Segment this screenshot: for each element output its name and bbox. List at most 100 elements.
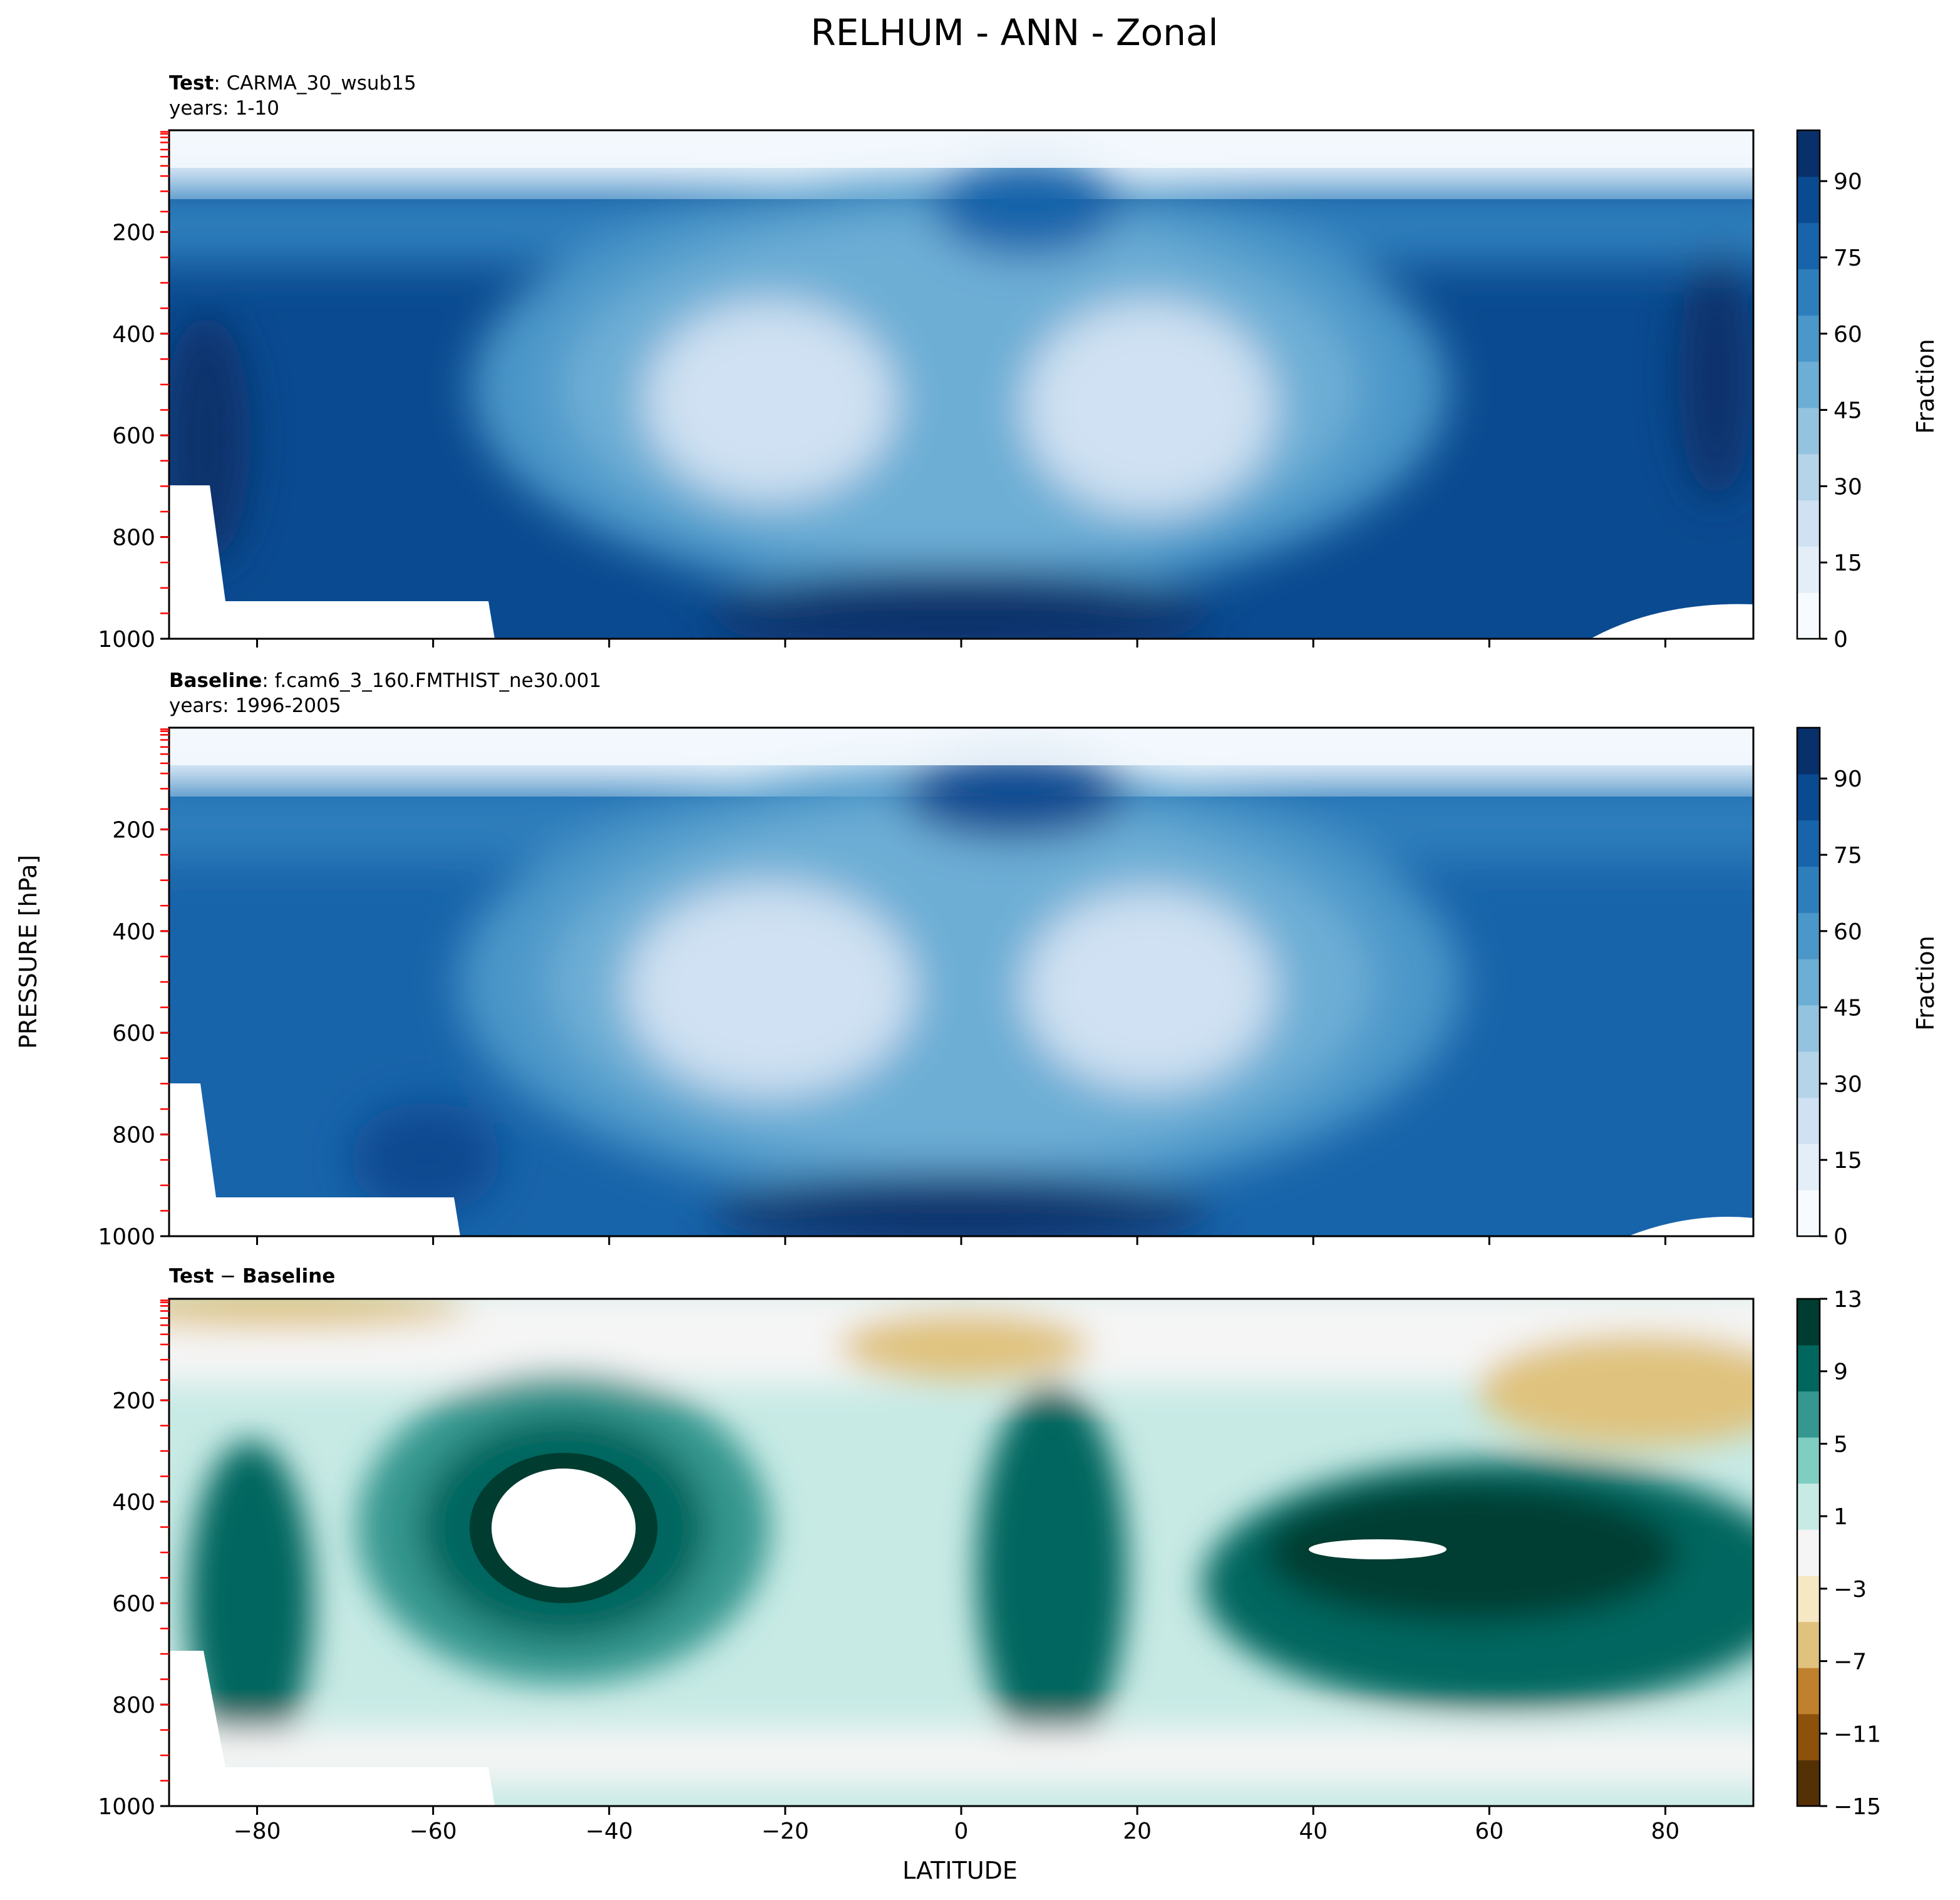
y-tick-label: 800 bbox=[112, 1693, 155, 1718]
colorbar-tick-label: 0 bbox=[1834, 1224, 1848, 1250]
colorbar-segment bbox=[1797, 728, 1820, 775]
panel-difference-label: Test − Baseline bbox=[169, 1265, 335, 1288]
panel-test-colorbar-label: Fraction bbox=[1912, 339, 1939, 434]
field-moist-sfc bbox=[709, 1174, 1210, 1236]
colorbar-segment bbox=[1797, 1097, 1820, 1144]
colorbar-segment bbox=[1797, 1483, 1820, 1530]
colorbar-tick-label: 90 bbox=[1834, 767, 1862, 792]
colorbar-tick-label: 90 bbox=[1834, 169, 1862, 195]
panel-difference-label-bold2: Baseline bbox=[242, 1265, 335, 1288]
y-tick-label: 200 bbox=[112, 817, 155, 843]
panel-test-x-ticks bbox=[256, 639, 1666, 648]
colorbar-tick-label: 0 bbox=[1834, 627, 1848, 653]
x-tick-label: 60 bbox=[1475, 1819, 1504, 1844]
field-dry-north bbox=[1024, 889, 1274, 1090]
panel-baseline-years: years: 1996-2005 bbox=[169, 694, 341, 717]
colorbar-segment bbox=[1797, 1391, 1820, 1438]
field-dry-north bbox=[1024, 301, 1274, 514]
field-moist-sfc bbox=[709, 570, 1210, 639]
colorbar-segment bbox=[1797, 1529, 1820, 1576]
x-tick-label: 20 bbox=[1123, 1819, 1152, 1844]
colorbar-segment bbox=[1797, 1575, 1820, 1623]
terrain-mask-arctic bbox=[1591, 604, 1753, 639]
colorbar-segment bbox=[1797, 453, 1820, 501]
colorbar-segment bbox=[1797, 1345, 1820, 1391]
field-top-cap bbox=[169, 130, 1753, 168]
figure-title: RELHUM - ANN - Zonal bbox=[810, 11, 1218, 54]
panel-baseline-label: Baseline: f.cam6_3_160.FMTHIST_ne30.001 bbox=[169, 669, 601, 692]
colorbar-tick-label: 60 bbox=[1834, 322, 1862, 348]
colorbar-segment bbox=[1797, 1713, 1820, 1760]
colorbar-tick-label: 5 bbox=[1834, 1432, 1848, 1457]
colorbar-segment bbox=[1797, 866, 1820, 913]
y-tick-label: 200 bbox=[112, 1388, 155, 1414]
y-tick-label: 800 bbox=[112, 525, 155, 551]
field-upper-south-neg bbox=[169, 1299, 470, 1328]
panel-baseline-x-ticks bbox=[256, 1236, 1666, 1245]
colorbar-tick-label: 9 bbox=[1834, 1360, 1848, 1385]
y-tick-label: 600 bbox=[112, 1021, 155, 1046]
colorbar-tick-label: 15 bbox=[1834, 1148, 1862, 1174]
colorbar-segment bbox=[1797, 912, 1820, 959]
colorbar-segment bbox=[1797, 407, 1820, 455]
colorbar-segment bbox=[1797, 269, 1820, 316]
y-axis-label: PRESSURE [hPa] bbox=[14, 855, 42, 1049]
panel-difference-x-ticks: −80 −60 −40 −20 0 20 40 60 80 bbox=[234, 1806, 1679, 1844]
y-tick-label: 1000 bbox=[98, 1794, 155, 1820]
field-dry-south bbox=[645, 301, 895, 501]
panel-test-label-rest: : CARMA_30_wsub15 bbox=[214, 72, 416, 95]
colorbar-frame bbox=[1796, 129, 1821, 640]
colorbar-tick-label: −15 bbox=[1834, 1794, 1881, 1820]
colorbar-tick-label: −7 bbox=[1834, 1650, 1867, 1675]
field-moist-north bbox=[1678, 250, 1753, 501]
colorbar-segment bbox=[1797, 176, 1820, 224]
colorbar-tick-label: −3 bbox=[1834, 1577, 1867, 1603]
x-tick-label: −40 bbox=[585, 1819, 633, 1844]
colorbar-segment bbox=[1797, 959, 1820, 1006]
colorbar-segment bbox=[1797, 500, 1820, 547]
colorbar-segment bbox=[1797, 315, 1820, 362]
x-tick-label: −60 bbox=[410, 1819, 457, 1844]
colorbar-frame bbox=[1796, 726, 1821, 1237]
colorbar-tick-label: 45 bbox=[1834, 996, 1862, 1021]
field-north-upper-neg bbox=[1478, 1334, 1753, 1447]
panel-difference-colorbar: 13 9 5 1 −3 −7 −11 −15 bbox=[1796, 1287, 1881, 1820]
x-tick-label: −80 bbox=[234, 1819, 281, 1844]
y-tick-label: 600 bbox=[112, 1591, 155, 1617]
colorbar-segment bbox=[1797, 1144, 1820, 1190]
panel-test-label: Test: CARMA_30_wsub15 bbox=[169, 72, 416, 95]
panel-difference-label-bold: Test bbox=[169, 1265, 214, 1288]
panel-test: Test: CARMA_30_wsub15 years: 1-10 bbox=[98, 72, 1939, 653]
field-equator-upper bbox=[902, 751, 1127, 839]
colorbar-tick-label: 30 bbox=[1834, 474, 1862, 500]
terrain-mask-antarctica bbox=[169, 485, 495, 639]
field-north-core bbox=[1265, 1484, 1678, 1622]
field-top-cap bbox=[169, 728, 1753, 765]
colorbar-tick-label: 45 bbox=[1834, 398, 1862, 424]
colorbar-frame bbox=[1796, 1298, 1821, 1807]
colorbar-segment bbox=[1797, 130, 1820, 177]
field-south-edge bbox=[188, 1440, 313, 1766]
panel-baseline-label-rest: : f.cam6_3_160.FMTHIST_ne30.001 bbox=[262, 669, 601, 692]
y-tick-label: 400 bbox=[112, 322, 155, 348]
x-tick-label: 0 bbox=[954, 1819, 969, 1844]
colorbar-segment bbox=[1797, 1190, 1820, 1237]
colorbar-tick-label: 1 bbox=[1834, 1504, 1848, 1530]
panel-baseline: Baseline: f.cam6_3_160.FMTHIST_ne30.001 … bbox=[98, 669, 1939, 1250]
panel-baseline-y-ticks: 200 400 600 800 1000 bbox=[98, 728, 169, 1250]
x-axis-label: LATITUDE bbox=[902, 1857, 1018, 1884]
field-south-hole bbox=[492, 1469, 636, 1588]
terrain-mask-antarctica bbox=[169, 1651, 495, 1806]
terrain-mask-arctic bbox=[1628, 1216, 1753, 1236]
x-tick-label: −20 bbox=[761, 1819, 809, 1844]
colorbar-segment bbox=[1797, 546, 1820, 593]
y-tick-label: 800 bbox=[112, 1123, 155, 1149]
field-north-hole bbox=[1309, 1539, 1447, 1559]
colorbar-segment bbox=[1797, 1299, 1820, 1346]
colorbar-segment bbox=[1797, 773, 1820, 821]
colorbar-tick-label: 75 bbox=[1834, 843, 1862, 869]
colorbar-tick-label: 13 bbox=[1834, 1287, 1862, 1313]
colorbar-tick-label: −11 bbox=[1834, 1722, 1881, 1747]
panel-baseline-field bbox=[169, 728, 1753, 1236]
